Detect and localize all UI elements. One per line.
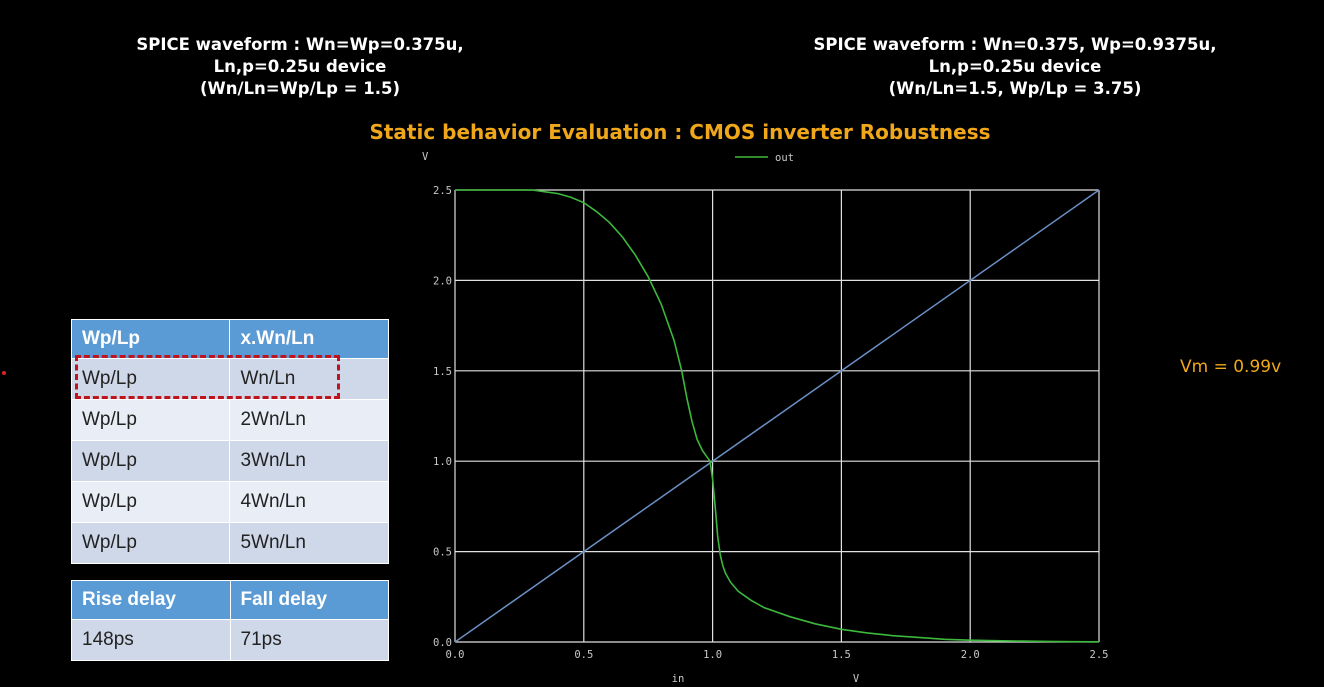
delay-table: Rise delay Fall delay 148ps 71ps: [71, 580, 389, 661]
table-cell: Wp/Lp: [70, 481, 231, 523]
table-cell: 4Wn/Ln: [229, 481, 389, 523]
ratio-table: Wp/Lp x.Wn/Ln Wp/Lp Wn/Ln Wp/Lp 2Wn/Ln W…: [70, 319, 389, 564]
highlight-box: [75, 355, 340, 399]
laser-pointer-dot: [2, 371, 6, 375]
x-axis-label: in: [672, 673, 685, 685]
y-tick-label: 0.0: [433, 637, 452, 649]
x-axis-unit-label: V: [853, 673, 860, 685]
x-tick-label: 0.5: [574, 649, 593, 661]
fall-delay-value: 71ps: [229, 619, 389, 661]
main-title: Static behavior Evaluation : CMOS invert…: [369, 120, 991, 144]
x-tick-label: 2.0: [961, 649, 980, 661]
table-cell: 5Wn/Ln: [229, 522, 389, 564]
y-tick-label: 2.5: [433, 185, 452, 197]
x-tick-label: 2.5: [1090, 649, 1109, 661]
table-row: Wp/Lp 2Wn/Ln: [70, 399, 389, 441]
table-row: 148ps 71ps: [71, 619, 389, 661]
ratio-table-header: Wp/Lp: [70, 319, 231, 359]
ratio-table-header-row: Wp/Lp x.Wn/Ln: [70, 319, 389, 359]
table-row: Wp/Lp 4Wn/Ln: [70, 481, 389, 523]
table-row: Wp/Lp 5Wn/Ln: [70, 522, 389, 564]
vm-label: Vm = 0.99v: [1180, 357, 1282, 377]
table-cell: 3Wn/Ln: [229, 440, 389, 482]
header-left-line2: Ln,p=0.25u device: [213, 57, 387, 76]
table-row: Wp/Lp Wn/Ln: [70, 358, 389, 400]
y-tick-label: 0.5: [433, 547, 452, 559]
header-left-line1: SPICE waveform : Wn=Wp=0.375u,: [136, 35, 464, 54]
table-cell: 2Wn/Ln: [229, 399, 389, 441]
header-right: SPICE waveform : Wn=0.375, Wp=0.9375u, L…: [770, 34, 1260, 100]
header-left: SPICE waveform : Wn=Wp=0.375u, Ln,p=0.25…: [100, 34, 500, 100]
x-tick-label: 0.0: [446, 649, 465, 661]
table-cell: Wn/Ln: [229, 358, 389, 400]
delay-table-header: Rise delay: [71, 580, 231, 620]
x-tick-label: 1.5: [832, 649, 851, 661]
header-right-line2: Ln,p=0.25u device: [928, 57, 1102, 76]
delay-table-header: Fall delay: [229, 580, 389, 620]
y-tick-label: 1.5: [433, 366, 452, 378]
y-axis-label: V: [422, 151, 429, 163]
table-cell: Wp/Lp: [70, 440, 231, 482]
table-cell: Wp/Lp: [70, 522, 231, 564]
x-tick-label: 1.0: [703, 649, 722, 661]
header-left-line3: (Wn/Ln=Wp/Lp = 1.5): [199, 79, 401, 98]
rise-delay-value: 148ps: [71, 619, 231, 661]
vtc-chart: 0.0 0.5 1.0 1.5 2.0 2.5 0.0 0.5 1.0 1.5 2.0 2.5 Vin V…: [422, 151, 1109, 685]
table-cell: Wp/Lp: [70, 399, 231, 441]
series-line-out: [455, 189, 1100, 643]
y-tick-label: 2.0: [433, 275, 452, 287]
table-row: Wp/Lp 3Wn/Ln: [70, 440, 389, 482]
header-right-line3: (Wn/Ln=1.5, Wp/Lp = 3.75): [888, 79, 1142, 98]
header-right-line1: SPICE waveform : Wn=0.375, Wp=0.9375u,: [813, 35, 1217, 54]
delay-table-header-row: Rise delay Fall delay: [71, 580, 389, 620]
ratio-table-header: x.Wn/Ln: [229, 319, 389, 359]
legend-label-out: out: [775, 152, 794, 164]
series-line-reference: [454, 189, 1100, 643]
y-tick-label: 1.0: [433, 456, 452, 468]
